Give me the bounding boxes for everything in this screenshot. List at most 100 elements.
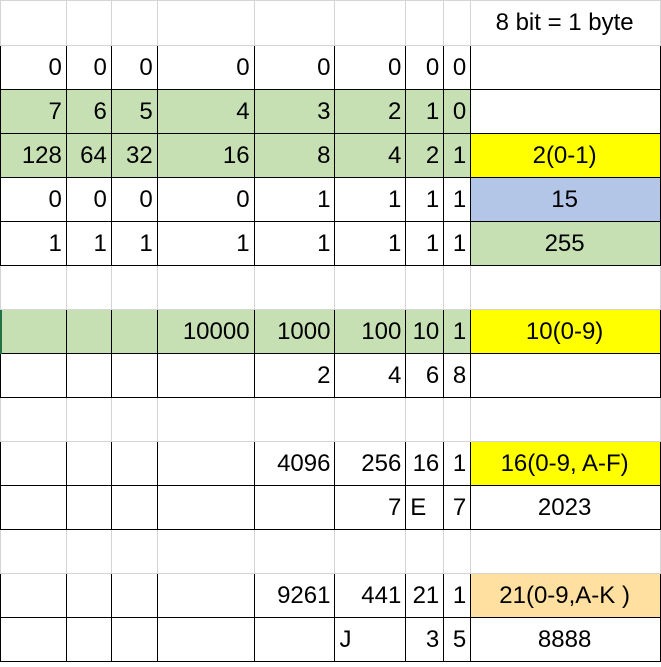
cell-r14-c3[interactable] — [110, 573, 158, 618]
cell-r6-c8[interactable]: 1 — [443, 221, 472, 266]
cell-r6-c2[interactable]: 1 — [65, 221, 112, 266]
cell-r14-c2[interactable] — [65, 573, 112, 618]
cell-r2-c6[interactable]: 0 — [334, 45, 407, 90]
cell-r6-c5[interactable]: 1 — [253, 221, 336, 266]
cell-r10-c1[interactable] — [0, 397, 67, 442]
cell-r13-c9[interactable] — [470, 529, 661, 574]
cell-r4-c5[interactable]: 8 — [253, 133, 336, 178]
cell-r6-c7[interactable]: 1 — [405, 221, 445, 266]
cell-r14-c4[interactable] — [156, 573, 255, 618]
cell-r1-c3[interactable] — [110, 0, 158, 46]
cell-r4-c3[interactable]: 32 — [110, 133, 158, 178]
base-2-label-cell[interactable]: 2(0-1) — [470, 133, 661, 178]
cell-r11-c1[interactable] — [0, 441, 67, 486]
cell-r11-c7[interactable]: 16 — [405, 441, 445, 486]
cell-r4-c2[interactable]: 64 — [65, 133, 112, 178]
cell-r5-c8[interactable]: 1 — [443, 177, 472, 222]
cell-r5-c5[interactable]: 1 — [253, 177, 336, 222]
cell-r13-c4[interactable] — [156, 529, 255, 574]
cell-r2-c1[interactable]: 0 — [0, 45, 67, 90]
cell-r13-c1[interactable] — [0, 529, 67, 574]
cell-r8-c1[interactable] — [0, 309, 67, 354]
cell-r13-c2[interactable] — [65, 529, 112, 574]
cell-r2-c9[interactable] — [470, 45, 661, 90]
cell-r9-c9[interactable] — [470, 353, 661, 398]
cell-r7-c8[interactable] — [443, 265, 472, 310]
cell-r10-c2[interactable] — [65, 397, 112, 442]
cell-r12-c1[interactable] — [0, 485, 67, 530]
cell-r7-c4[interactable] — [156, 265, 255, 310]
cell-r11-c5[interactable]: 4096 — [253, 441, 336, 486]
cell-r6-c1[interactable]: 1 — [0, 221, 67, 266]
cell-r4-c4[interactable]: 16 — [156, 133, 255, 178]
cell-r5-c7[interactable]: 1 — [405, 177, 445, 222]
cell-r9-c7[interactable]: 6 — [405, 353, 445, 398]
cell-r3-c2[interactable]: 6 — [65, 89, 112, 134]
cell-r3-c9[interactable] — [470, 89, 661, 134]
cell-r9-c8[interactable]: 8 — [443, 353, 472, 398]
cell-r11-c4[interactable] — [156, 441, 255, 486]
cell-r13-c7[interactable] — [405, 529, 445, 574]
cell-r10-c7[interactable] — [405, 397, 445, 442]
cell-r10-c6[interactable] — [334, 397, 407, 442]
cell-r1-c1[interactable] — [0, 0, 67, 46]
cell-r9-c2[interactable] — [65, 353, 112, 398]
cell-r14-c6[interactable]: 441 — [334, 573, 407, 618]
title-cell[interactable]: 8 bit = 1 byte — [470, 0, 661, 46]
cell-r3-c7[interactable]: 1 — [405, 89, 445, 134]
cell-r8-c7[interactable]: 10 — [405, 309, 445, 354]
cell-r9-c6[interactable]: 4 — [334, 353, 407, 398]
cell-r5-c1[interactable]: 0 — [0, 177, 67, 222]
cell-r12-c3[interactable] — [110, 485, 158, 530]
cell-r1-c6[interactable] — [334, 0, 407, 46]
cell-r7-c5[interactable] — [253, 265, 336, 310]
cell-r12-c5[interactable] — [253, 485, 336, 530]
cell-r2-c3[interactable]: 0 — [110, 45, 158, 90]
cell-r15-c4[interactable] — [156, 617, 255, 662]
cell-r5-c3[interactable]: 0 — [110, 177, 158, 222]
cell-r14-c7[interactable]: 21 — [405, 573, 445, 618]
cell-r8-c4[interactable]: 10000 — [156, 309, 255, 354]
value-2023-cell[interactable]: 2023 — [470, 485, 661, 530]
value-15-cell[interactable]: 15 — [470, 177, 661, 222]
cell-r10-c4[interactable] — [156, 397, 255, 442]
cell-r2-c7[interactable]: 0 — [405, 45, 445, 90]
cell-r10-c8[interactable] — [443, 397, 472, 442]
base-21-label-cell[interactable]: 21(0-9,A-K ) — [470, 573, 661, 618]
cell-r7-c9[interactable] — [470, 265, 661, 310]
cell-r4-c8[interactable]: 1 — [443, 133, 472, 178]
cell-r15-c2[interactable] — [65, 617, 112, 662]
cell-r12-c8[interactable]: 7 — [443, 485, 472, 530]
cell-r3-c1[interactable]: 7 — [0, 89, 67, 134]
cell-r7-c3[interactable] — [110, 265, 158, 310]
cell-r13-c8[interactable] — [443, 529, 472, 574]
cell-r2-c5[interactable]: 0 — [253, 45, 336, 90]
cell-r1-c2[interactable] — [65, 0, 112, 46]
cell-r8-c3[interactable] — [110, 309, 158, 354]
cell-r5-c4[interactable]: 0 — [156, 177, 255, 222]
cell-r7-c1[interactable] — [0, 265, 67, 310]
cell-r13-c6[interactable] — [334, 529, 407, 574]
cell-r6-c4[interactable]: 1 — [156, 221, 255, 266]
cell-r8-c2[interactable] — [65, 309, 112, 354]
cell-r3-c3[interactable]: 5 — [110, 89, 158, 134]
cell-r9-c4[interactable] — [156, 353, 255, 398]
cell-r2-c8[interactable]: 0 — [443, 45, 472, 90]
cell-r9-c5[interactable]: 2 — [253, 353, 336, 398]
cell-r2-c2[interactable]: 0 — [65, 45, 112, 90]
cell-r14-c1[interactable] — [0, 573, 67, 618]
cell-r12-c6[interactable]: 7 — [334, 485, 407, 530]
cell-r12-c7[interactable]: E — [405, 485, 445, 530]
value-255-cell[interactable]: 255 — [470, 221, 661, 266]
cell-r13-c3[interactable] — [110, 529, 158, 574]
cell-r1-c4[interactable] — [156, 0, 255, 46]
cell-r7-c7[interactable] — [405, 265, 445, 310]
cell-r4-c1[interactable]: 128 — [0, 133, 67, 178]
cell-r3-c4[interactable]: 4 — [156, 89, 255, 134]
cell-r6-c3[interactable]: 1 — [110, 221, 158, 266]
cell-r15-c5[interactable] — [253, 617, 336, 662]
cell-r8-c8[interactable]: 1 — [443, 309, 472, 354]
cell-r15-c8[interactable]: 5 — [443, 617, 472, 662]
cell-r5-c6[interactable]: 1 — [334, 177, 407, 222]
cell-r2-c4[interactable]: 0 — [156, 45, 255, 90]
